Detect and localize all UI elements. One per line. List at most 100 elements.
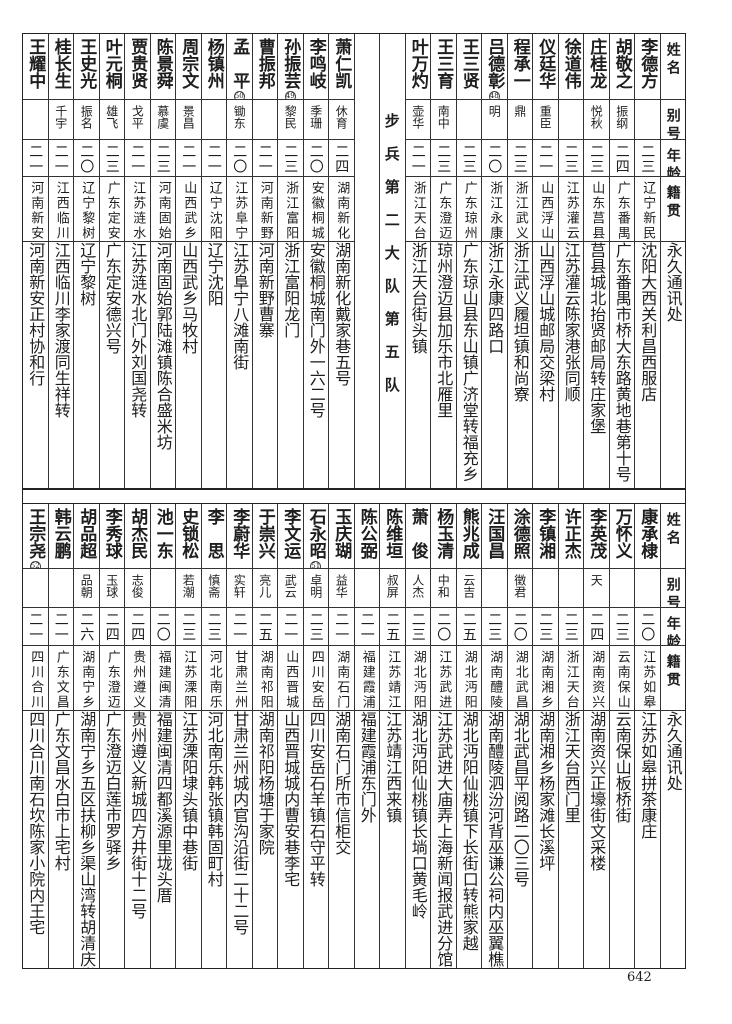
footnote-marker[interactable]: 48 [488, 91, 500, 100]
footnote-marker[interactable]: 49 [284, 91, 296, 100]
person-address-text: 湖南祁阳杨塘于家院 [255, 711, 275, 855]
person-record: 周宗文 景昌 二一 山西武乡 山西武乡马牧村 [175, 34, 201, 488]
cell-age: 二一 [48, 608, 73, 646]
person-native-text: 辽宁沈阳 [206, 181, 222, 241]
cell-address: 琼州澄迈县加乐市北雁里 [431, 242, 456, 488]
footnote-marker[interactable]: 51 [310, 561, 322, 568]
person-alias-text: 休育 [334, 105, 349, 129]
person-native-text: 浙江天台 [410, 181, 426, 241]
person-age-text: 二一 [205, 144, 222, 174]
cell-address: 江苏溧阳埭头镇中巷街 [176, 711, 201, 968]
person-name: 陈公弼 [357, 504, 377, 559]
cell-address: 江苏涟水北门外刘国尧转 [125, 242, 150, 488]
cell-age: 二三 [609, 608, 634, 646]
person-age-text: 二六 [78, 612, 95, 642]
person-age-text: 二三 [180, 612, 197, 642]
person-record: 李镇湘 二三 湖南湘乡 湖南湘乡杨家滩长溪坪 [532, 504, 558, 968]
person-alias-text: 玉球 [104, 574, 119, 598]
footnote-marker[interactable]: 50 [233, 91, 245, 100]
person-alias: 慎斋 [207, 569, 221, 598]
person-alias-text: 悦秋 [589, 105, 604, 129]
cell-name: 玉庆瑚 [329, 504, 354, 569]
person-alias: 振名 [79, 100, 93, 129]
person-record: 玉庆瑚 益华 二一 湖南石门 湖南石门所市信柜交 [328, 504, 354, 968]
person-native: 辽宁新民 [640, 177, 655, 241]
cell-alias: 人杰 [405, 569, 430, 608]
person-age-text: 二三 [588, 144, 605, 174]
cell-age: 二三 [482, 608, 507, 646]
cell-alias: 益华 [329, 569, 354, 608]
person-alias: 天 [589, 569, 603, 586]
person-name: 吕德彰 [484, 34, 504, 89]
cell-name: 叶万灼 [405, 34, 430, 100]
person-address-text: 江苏阜宁八滩南街 [230, 242, 250, 370]
cell-address: 江苏阜宁八滩南街 [227, 242, 252, 488]
person-name-text: 庄桂龙 [586, 38, 607, 89]
cell-alias: 重臣 [533, 100, 558, 140]
person-native: 甘肃兰州 [232, 646, 247, 710]
roster-table-bottom: 姓名 别号 年龄 籍贯 永久通讯处 康承棣 二〇 江苏如皋 江苏如皋拼茶康庄 万怀义 二三 云南保山云… [22, 503, 686, 969]
person-name: 李鸣岐 [306, 34, 326, 89]
person-alias-text: 慕虞 [155, 105, 170, 129]
page-number: 642 [627, 970, 652, 985]
cell-name: 李德方 [635, 34, 660, 100]
cell-native: 广东番禺 [609, 177, 634, 242]
cell-age: 二三 [431, 140, 456, 177]
person-native-text: 广东琼州 [461, 181, 477, 241]
person-address: 湖北沔阳仙桃镇长埫口黄毛岭 [406, 711, 430, 919]
cell-age: 二五 [380, 608, 405, 646]
person-age-text: 二一 [129, 144, 146, 174]
person-native-text: 广东澄迈 [104, 650, 120, 710]
person-native: 江苏阜宁 [232, 177, 247, 241]
person-native: 山东莒县 [589, 177, 605, 241]
cell-name: 许正杰 [558, 504, 583, 569]
cell-alias: 戈平 [125, 100, 150, 140]
person-address: 安徽桐城南门外一六二号 [304, 242, 328, 418]
person-record: 石永昭 51 卓明 二三 四川安岳 四川安岳石羊镇石守平转 [302, 504, 328, 968]
cell-alias: 季珊 [303, 100, 328, 140]
person-address: 浙江天台街头镇 [406, 242, 430, 354]
person-native-text: 江西临川 [53, 181, 69, 241]
person-native-text: 山东莒县 [589, 181, 605, 241]
cell-native: 湖南祁阳 [252, 646, 277, 711]
cell-age: 二五 [456, 608, 481, 646]
cell-alias: 锄东 [227, 100, 252, 140]
cell-name: 周宗文 [176, 34, 201, 100]
person-name-text: 韩云鹏 [50, 508, 71, 559]
cell-age: 二一 [354, 608, 379, 646]
header-cell-alias: 别号 [660, 569, 685, 608]
person-age: 二三 [180, 608, 196, 642]
cell-native: 浙江天台 [558, 646, 583, 711]
cell-name: 陈维垣 [380, 504, 405, 569]
person-alias: 休育 [334, 100, 348, 129]
cell-name: 李秀球 [99, 504, 124, 569]
header-label-native: 籍贯 [664, 654, 681, 690]
person-record: 汪国昌 二三 湖南醴陵 湖南醴陵泗汾河背巫谦公祠内巫翼樵转交 [481, 504, 507, 968]
person-address: 江西临川李家渡同生祥转 [49, 242, 73, 418]
person-name-text: 叶万灼 [407, 38, 428, 89]
cell-alias [456, 100, 481, 140]
person-age-text: 二〇 [154, 612, 171, 642]
person-age: 二〇 [155, 608, 171, 642]
cell-alias: 品朝 [74, 569, 99, 608]
cell-native: 福建霞浦 [354, 646, 379, 711]
person-alias: 悦秋 [589, 100, 603, 129]
person-name: 王宗尧 [25, 504, 45, 559]
cell-native: 浙江富阳 [278, 177, 303, 242]
cell-address: 浙江永康四路口 [482, 242, 507, 488]
person-alias-text: 人杰 [410, 574, 425, 598]
person-name-text: 李镇湘 [535, 508, 556, 559]
footnote-marker[interactable]: 52 [29, 561, 41, 568]
person-alias: 若潮 [181, 569, 195, 598]
cell-native: 云南保山 [609, 646, 634, 711]
person-age: 二〇 [486, 140, 502, 174]
cell-name: 庄桂龙 [584, 34, 609, 100]
cell-name: 万怀义 [609, 504, 634, 569]
cell-alias: 武云 [278, 569, 303, 608]
cell-age: 二三 [584, 140, 609, 177]
person-native: 广东澄迈 [436, 177, 451, 241]
cell-name: 王三贤 [456, 34, 481, 100]
person-name-text: 史锁松 [178, 508, 199, 559]
cell-age: 二三 [558, 608, 583, 646]
person-address-text: 江苏如皋拼茶康庄 [638, 711, 658, 839]
